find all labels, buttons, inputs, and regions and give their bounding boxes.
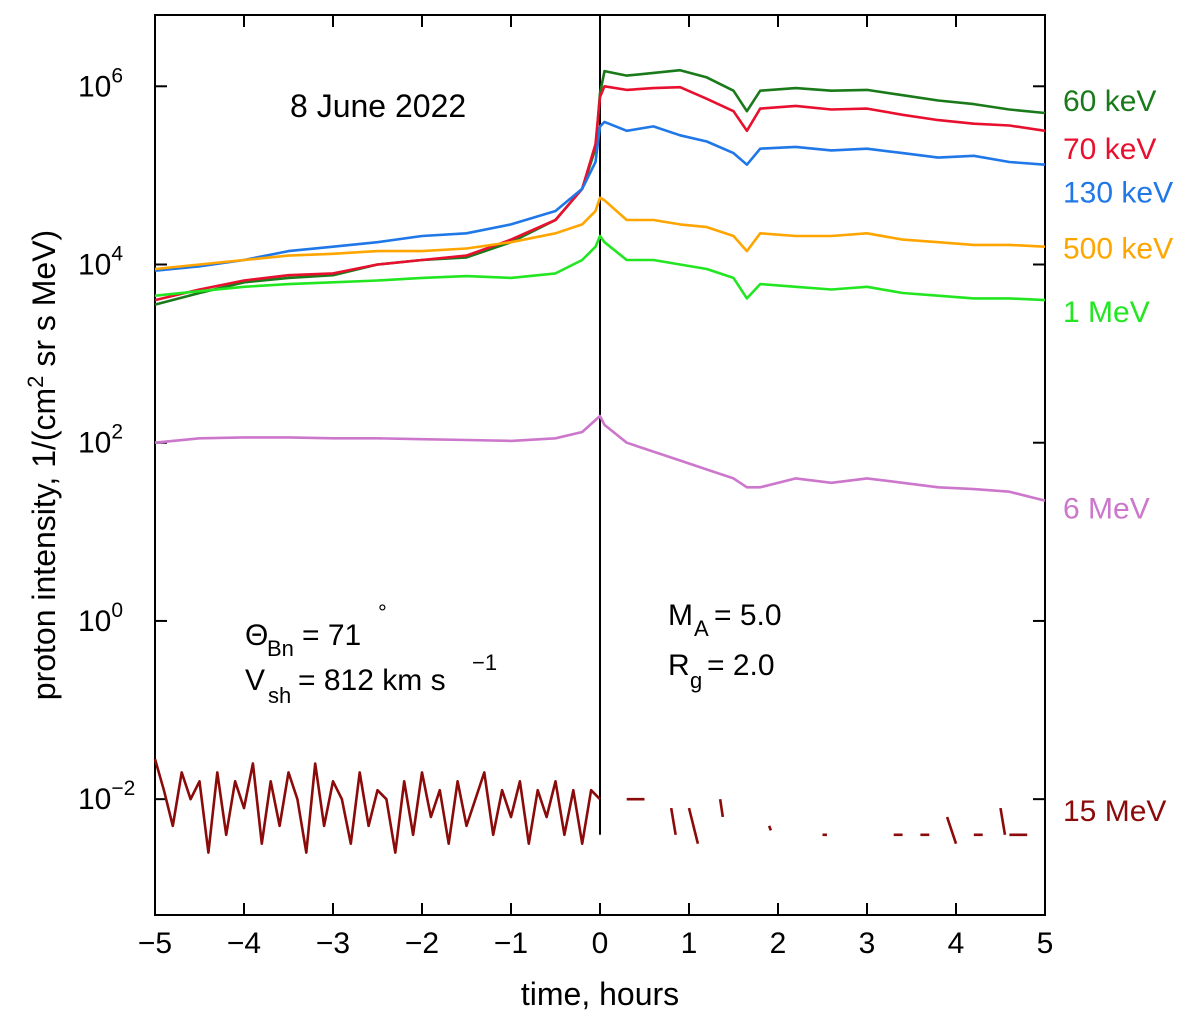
theta-symbol: Θ: [245, 619, 268, 652]
theta-subscript: Bn: [267, 636, 294, 661]
legend-label-130-kev: 130 keV: [1063, 177, 1173, 210]
y-tick-base: 10: [78, 427, 111, 460]
series-line-6-mev: [154, 414, 1046, 502]
x-tick-label: −4: [227, 927, 261, 960]
series-line-1-mev: [154, 234, 1046, 302]
rg-annotation: R g = 2.0: [668, 649, 775, 693]
series-fragment-15-mev: [999, 807, 1007, 836]
rg-symbol: R: [668, 649, 690, 682]
series-line-500-kev: [154, 196, 1046, 271]
series-fragment-15-mev: [767, 825, 773, 831]
y-tick-base: 10: [78, 249, 111, 282]
legend-label-60-kev: 60 keV: [1063, 85, 1156, 118]
x-axis-label: time, hours: [521, 976, 679, 1012]
legend-label-15-mev: 15 MeV: [1063, 795, 1166, 828]
y-axis-label: proton intensity, 1/(cm2 sr s MeV): [23, 230, 62, 700]
ma-annotation: M A = 5.0: [668, 599, 782, 641]
x-tick-label: 1: [681, 927, 698, 960]
vsh-superscript: −1: [472, 650, 497, 675]
y-tick-base: 10: [78, 70, 111, 103]
legend-label-70-kev: 70 keV: [1063, 133, 1156, 166]
y-axis-label-tail: sr s MeV): [26, 230, 62, 376]
x-tick-label: 3: [859, 927, 876, 960]
series-line-130-kev: [154, 120, 1046, 272]
y-tick-label: 104: [78, 243, 123, 282]
theta-bn-annotation: Θ Bn = 71 °: [245, 600, 387, 661]
x-tick-label: −3: [316, 927, 350, 960]
y-tick-base: 10: [78, 605, 111, 638]
y-tick-exponent: 0: [111, 599, 123, 622]
x-tick-label: −2: [405, 927, 439, 960]
y-tick-label: 102: [78, 421, 123, 460]
ma-value: = 5.0: [714, 599, 782, 632]
rg-subscript: g: [690, 668, 702, 693]
series-lines: [153, 68, 1046, 854]
x-tick-label: −1: [494, 927, 528, 960]
y-tick-base: 10: [78, 783, 111, 816]
rg-value: = 2.0: [707, 649, 775, 682]
ma-subscript: A: [694, 616, 709, 641]
chart-title: 8 June 2022: [290, 88, 466, 124]
vsh-subscript: sh: [268, 683, 291, 708]
y-tick-label: 106: [78, 64, 123, 103]
series-fragment-15-mev: [718, 798, 725, 818]
series-line-15-mev: [153, 758, 601, 854]
legend-label-1-mev: 1 MeV: [1063, 296, 1150, 329]
x-ticks: −5 −4 −3 −2 −1 0 1 2 3 4 5: [138, 15, 1053, 960]
x-tick-label: 5: [1037, 927, 1054, 960]
series-fragment-15-mev: [687, 807, 700, 845]
vsh-symbol: V: [245, 664, 265, 697]
series-fragment-15-mev: [669, 807, 677, 836]
y-tick-exponent: 4: [111, 243, 123, 266]
vsh-value: = 812 km s: [298, 664, 446, 697]
y-tick-label: 100: [78, 599, 123, 638]
y-axis-label-main: proton intensity, 1/(cm: [26, 388, 62, 700]
legend-label-500-kev: 500 keV: [1063, 233, 1173, 266]
y-tick-label: 10−2: [78, 777, 135, 816]
y-tick-exponent: 2: [111, 421, 123, 444]
x-tick-label: 4: [948, 927, 965, 960]
x-tick-label: 2: [770, 927, 787, 960]
y-tick-exponent: −2: [111, 777, 135, 800]
series-labels: 60 keV 70 keV 130 keV 500 keV 1 MeV 6 MeV 15 M…: [1063, 85, 1173, 828]
ma-symbol: M: [668, 599, 693, 632]
x-tick-label: −5: [138, 927, 172, 960]
vsh-annotation: V sh = 812 km s −1: [245, 650, 497, 708]
theta-value: = 71: [302, 619, 361, 652]
x-tick-label: 0: [592, 927, 609, 960]
legend-label-6-mev: 6 MeV: [1063, 493, 1150, 526]
y-tick-exponent: 6: [111, 64, 123, 87]
series-fragment-15-mev: [945, 816, 958, 845]
y-axis-label-sup: 2: [23, 376, 48, 388]
theta-degree: °: [378, 600, 387, 625]
series-line-70-kev: [154, 85, 1046, 302]
